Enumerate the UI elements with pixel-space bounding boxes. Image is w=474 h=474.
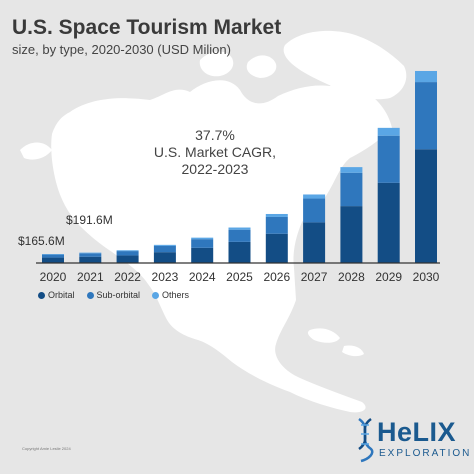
bar-orbital-2021 — [79, 256, 102, 263]
data-label-2020: $165.6M — [18, 234, 65, 248]
bar-sub-orbital-2024 — [191, 239, 214, 248]
copyright-note: Copyright Amie Leslie 2024 — [22, 446, 71, 451]
x-tick-label: 2027 — [301, 270, 328, 284]
bar-orbital-2030 — [415, 149, 437, 263]
x-tick-label: 2020 — [40, 270, 67, 284]
bar-sub-orbital-2025 — [228, 229, 251, 242]
brand-logo: HeLIX EXPLORATION — [355, 415, 469, 465]
bar-sub-orbital-2026 — [265, 216, 288, 234]
bar-others-2024 — [191, 237, 214, 240]
legend-item-others: Others — [152, 290, 189, 300]
cagr-value: 37.7% — [195, 127, 235, 143]
bar-orbital-2023 — [153, 252, 176, 263]
legend-label-others: Others — [162, 290, 190, 300]
x-tick-label: 2021 — [77, 270, 104, 284]
dna-helix-icon — [358, 417, 374, 463]
x-tick-label: 2028 — [338, 270, 365, 284]
legend-item-orbital: Orbital — [38, 290, 75, 300]
legend-item-suborbital: Sub-orbital — [86, 290, 141, 300]
bar-others-2030 — [415, 70, 437, 83]
bar-others-2026 — [265, 213, 288, 217]
bar-others-2020 — [42, 254, 64, 255]
legend-label-suborbital: Sub-orbital — [96, 290, 141, 300]
data-label-2021: $191.6M — [66, 213, 113, 227]
bar-sub-orbital-2030 — [415, 82, 437, 150]
cagr-label: U.S. Market CAGR, — [153, 144, 277, 160]
bar-others-2023 — [153, 244, 176, 246]
x-tick-label: 2030 — [413, 270, 440, 284]
bar-orbital-2024 — [191, 247, 214, 263]
x-tick-label: 2024 — [189, 270, 216, 284]
bar-orbital-2020 — [42, 257, 64, 263]
bar-orbital-2025 — [228, 241, 251, 263]
bar-sub-orbital-2027 — [303, 198, 326, 223]
legend-label-orbital: Orbital — [48, 290, 75, 300]
x-tick-label: 2025 — [226, 270, 253, 284]
bar-orbital-2027 — [303, 222, 326, 263]
brand-name: HeLIX — [377, 417, 457, 447]
bar-others-2028 — [340, 167, 363, 173]
x-tick-label: 2022 — [114, 270, 141, 284]
x-tick-label: 2029 — [375, 270, 402, 284]
bar-orbital-2022 — [116, 255, 139, 263]
bar-others-2025 — [228, 227, 251, 230]
bar-sub-orbital-2021 — [79, 253, 102, 257]
bar-sub-orbital-2029 — [377, 135, 400, 183]
bar-others-2021 — [79, 252, 102, 254]
bar-sub-orbital-2020 — [42, 254, 64, 258]
legend-dot-suborbital-icon — [86, 291, 94, 299]
chart-subtitle: size, by type, 2020-2030 (USD Milion) — [12, 42, 231, 57]
bar-sub-orbital-2028 — [340, 172, 363, 207]
bar-orbital-2028 — [340, 206, 363, 263]
x-tick-label: 2023 — [152, 270, 179, 284]
bar-orbital-2029 — [377, 182, 400, 263]
bar-others-2029 — [377, 127, 400, 136]
chart-title: U.S. Space Tourism Market — [12, 16, 282, 39]
brand-subtitle: EXPLORATION — [379, 448, 472, 459]
legend-dot-orbital-icon — [38, 291, 45, 299]
bar-others-2022 — [116, 250, 139, 252]
cagr-callout: 37.7% U.S. Market CAGR, 2022-2023 — [150, 127, 280, 178]
x-tick-label: 2026 — [263, 270, 290, 284]
cagr-period: 2022-2023 — [181, 161, 249, 177]
bar-sub-orbital-2022 — [116, 251, 139, 256]
legend-dot-others-icon — [152, 291, 160, 299]
legend: Orbital Sub-orbital Others — [38, 290, 189, 300]
bar-sub-orbital-2023 — [153, 245, 176, 253]
bar-orbital-2026 — [265, 233, 288, 263]
bar-others-2027 — [303, 194, 326, 199]
